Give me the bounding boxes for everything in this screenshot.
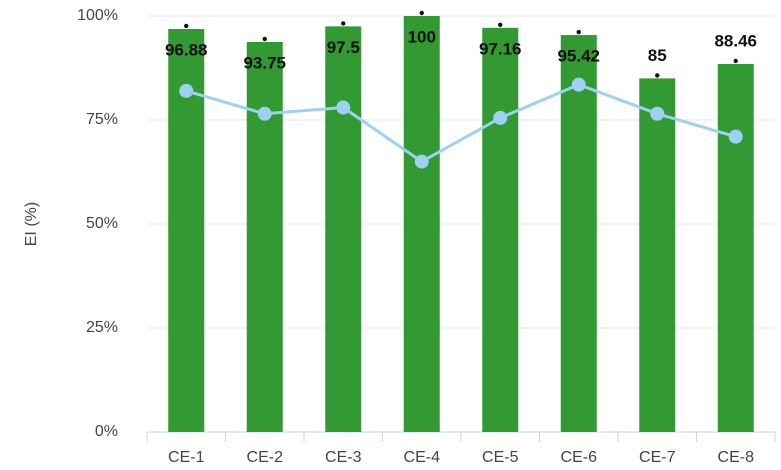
line bbox=[185, 83, 737, 164]
x-tick-label: CE-3 bbox=[325, 449, 362, 466]
bar bbox=[717, 64, 754, 432]
bar-top-marker bbox=[184, 23, 189, 29]
line-point bbox=[571, 77, 586, 92]
data-label: 88.46 bbox=[714, 31, 757, 50]
bar-top-marker bbox=[419, 10, 424, 16]
line-point bbox=[336, 100, 351, 115]
data-label: 95.42 bbox=[557, 47, 600, 66]
bar bbox=[325, 26, 362, 433]
line-point bbox=[179, 83, 194, 98]
bar-top-marker bbox=[655, 73, 660, 78]
bar-top-marker bbox=[733, 58, 738, 64]
x-tick-label: CE-8 bbox=[718, 449, 755, 466]
x-tick-label: CE-7 bbox=[639, 449, 676, 466]
bar bbox=[482, 27, 519, 433]
bar bbox=[403, 16, 440, 432]
data-label: 96.88 bbox=[165, 40, 208, 59]
y-tick-label: 25% bbox=[86, 319, 118, 336]
x-tick-label: CE-2 bbox=[247, 449, 284, 466]
line-point bbox=[493, 110, 508, 125]
data-label: 93.75 bbox=[243, 53, 286, 72]
bar-top-marker bbox=[341, 21, 346, 26]
data-label: 85 bbox=[648, 46, 667, 65]
line-point bbox=[414, 154, 429, 169]
line-point bbox=[650, 106, 665, 121]
bar bbox=[246, 42, 283, 432]
data-label: 97.5 bbox=[327, 38, 360, 57]
line-point bbox=[728, 129, 743, 144]
y-tick-label: 50% bbox=[86, 215, 118, 232]
y-tick-label: 100% bbox=[77, 7, 118, 24]
bar bbox=[560, 35, 597, 433]
x-tick-label: CE-5 bbox=[482, 449, 519, 466]
x-tick-label: CE-4 bbox=[404, 449, 441, 466]
bar-top-marker bbox=[498, 22, 503, 28]
bar-top-marker bbox=[262, 36, 267, 42]
y-tick-label: 0% bbox=[95, 423, 118, 440]
data-label: 100 bbox=[408, 27, 436, 46]
y-tick-label: 75% bbox=[86, 111, 118, 128]
y-axis-label: EI (%) bbox=[23, 202, 40, 246]
bar bbox=[639, 78, 676, 433]
line-point bbox=[257, 106, 272, 121]
x-tick-label: CE-1 bbox=[168, 449, 205, 466]
x-tick-label: CE-6 bbox=[561, 449, 598, 466]
bar-top-marker bbox=[576, 29, 581, 35]
data-label: 97.16 bbox=[479, 39, 522, 58]
